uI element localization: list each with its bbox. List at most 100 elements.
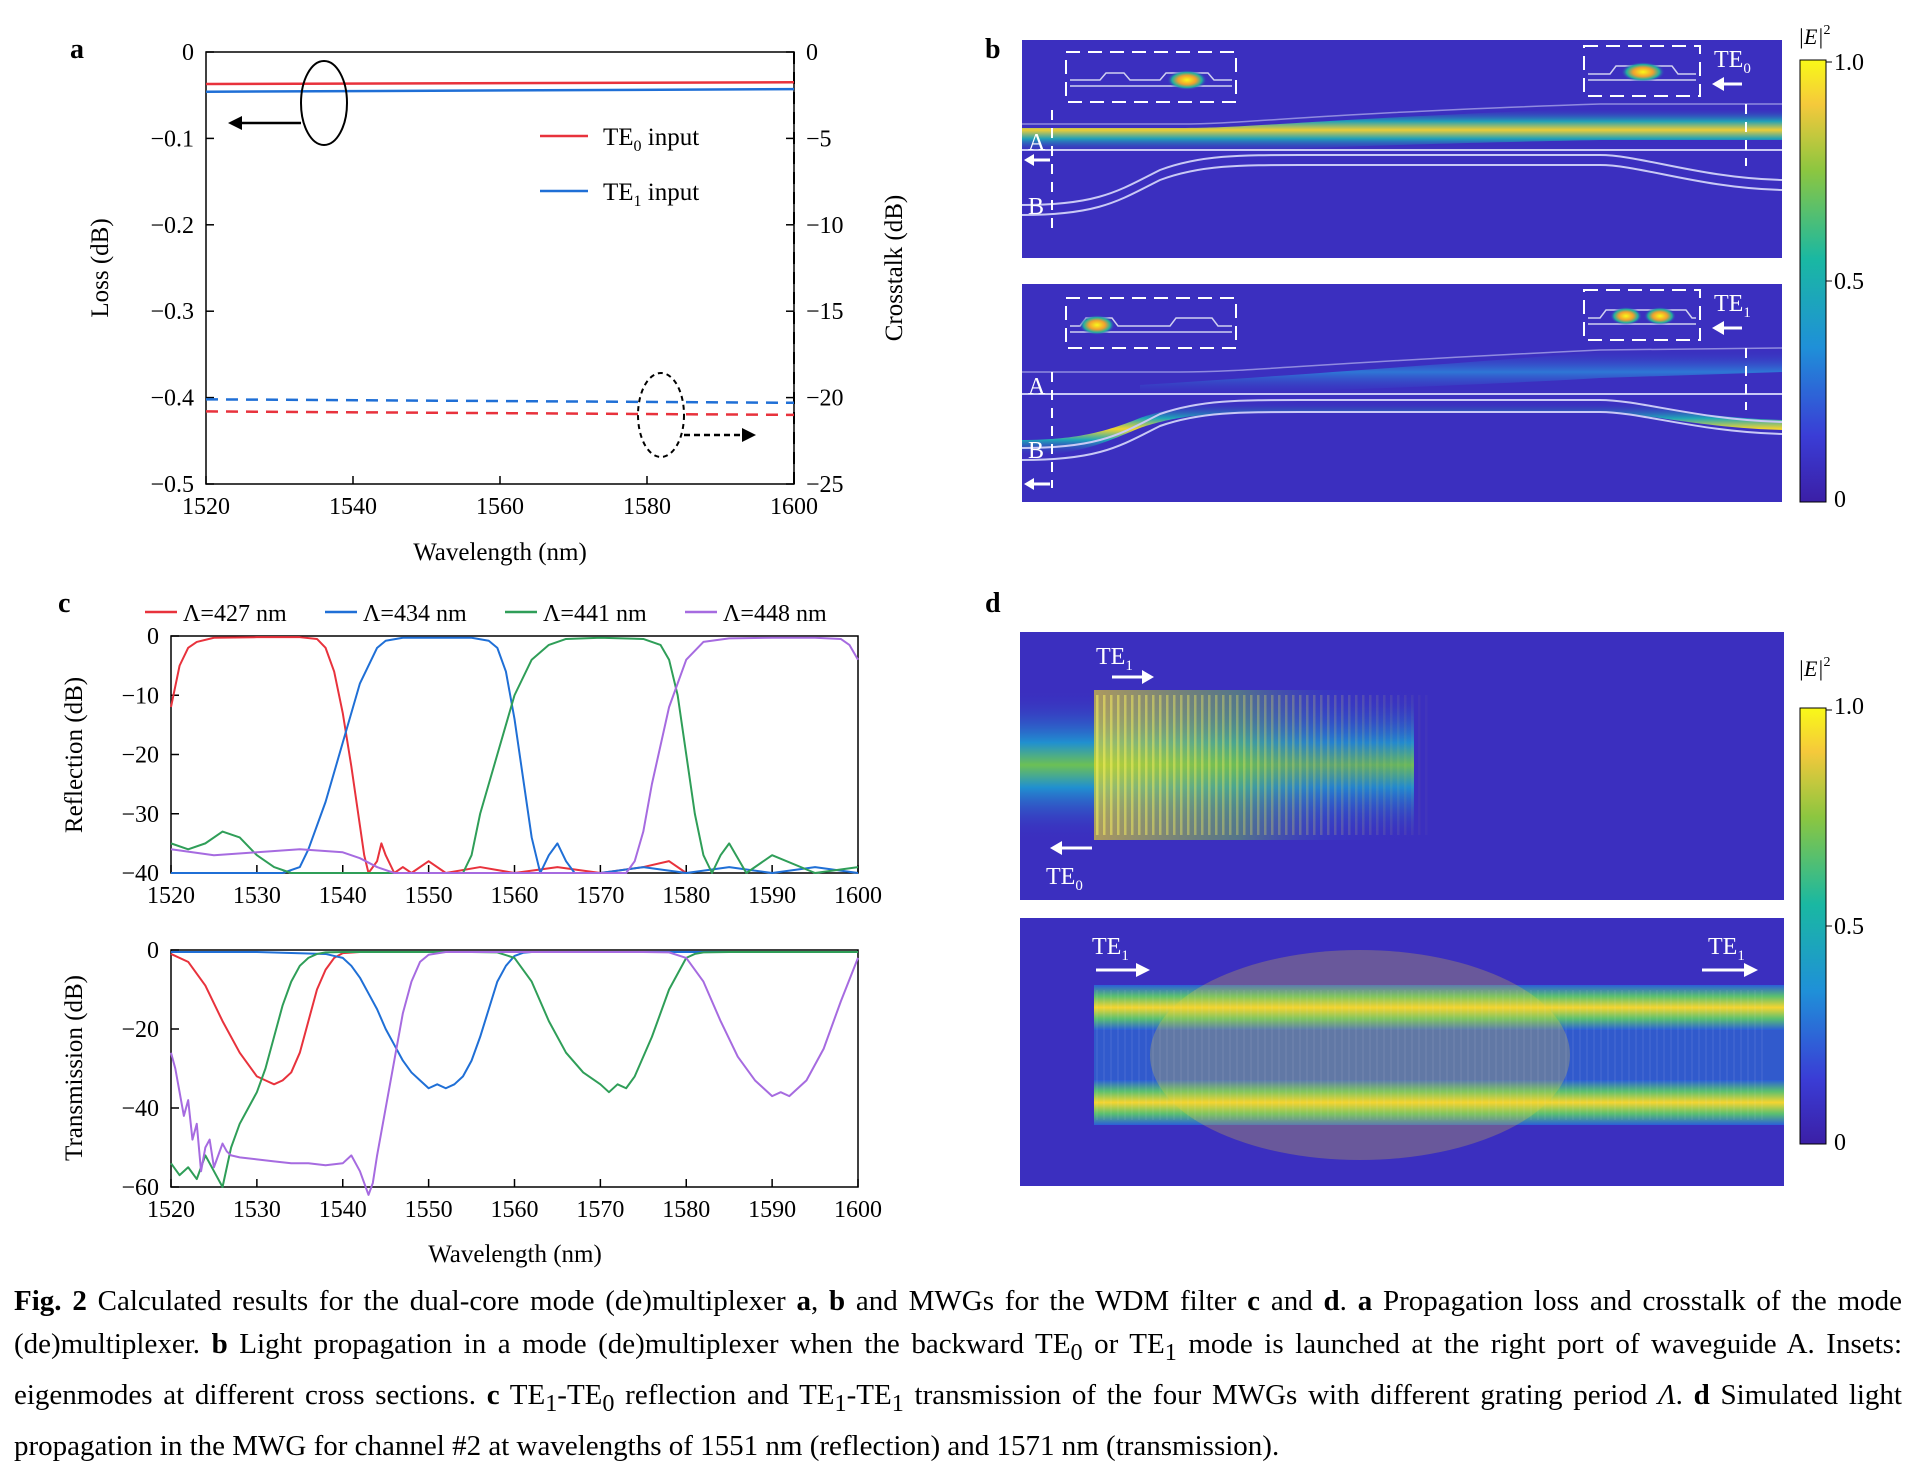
c-bottom-x-tick-label: 1560 <box>491 1197 539 1223</box>
c-bottom-x-tick-label: 1580 <box>662 1197 710 1223</box>
caption-lambda: Λ <box>1658 1379 1676 1411</box>
c-top-x-tick-label: 1580 <box>662 883 710 909</box>
panel-c-top-y-label: Reflection (dB) <box>61 677 88 833</box>
caption-text: and MWGs for the WDM filter <box>845 1285 1247 1317</box>
y-right-tick-label: −10 <box>806 213 844 239</box>
reflection-line-0 <box>171 637 686 873</box>
x-tick-label: 1520 <box>182 494 230 520</box>
panel-a-right-arrowhead <box>742 428 756 442</box>
panel-b-top-label-a: A <box>1028 130 1046 156</box>
c-bottom-y-tick-label: −40 <box>121 1096 159 1122</box>
legend-label-1: Λ=434 nm <box>363 601 467 627</box>
reflection-line-3 <box>171 638 858 873</box>
figure-caption: Fig. 2 Calculated results for the dual-c… <box>14 1280 1902 1468</box>
panel-b: b A <box>985 23 1864 513</box>
panel-d-colorbar-tick-max: 1.0 <box>1834 694 1864 720</box>
panel-letter-b: b <box>985 34 1001 65</box>
panel-c-x-label: Wavelength (nm) <box>428 1241 602 1268</box>
c-bottom-x-tick-label: 1530 <box>233 1197 281 1223</box>
panel-c-bottom-series <box>171 952 858 1195</box>
caption-ref-c: c <box>1247 1285 1260 1317</box>
panel-a-series <box>206 82 794 415</box>
caption-subscript: 1 <box>835 1390 847 1417</box>
legend-label-2: Λ=441 nm <box>543 601 647 627</box>
panel-d-colorbar: |E|2 1.0 0.5 0 <box>1798 655 1864 1156</box>
transmission-line-1 <box>171 952 858 1088</box>
transmission-line-3 <box>171 952 858 1195</box>
reflection-line-2 <box>171 638 858 873</box>
legend-label-te1: TE1 input <box>603 179 699 210</box>
c-bottom-x-tick-label: 1550 <box>405 1197 453 1223</box>
panel-a-y-right-label: Crosstalk (dB) <box>881 195 908 342</box>
legend-label-te0: TE0 input <box>603 124 699 155</box>
transmission-line-0 <box>171 952 858 1084</box>
caption-text: reflection and TE <box>614 1379 834 1411</box>
panel-a-left-ticks: 0−0.1−0.2−0.3−0.4−0.5 <box>150 40 214 498</box>
series-line-0 <box>206 82 794 84</box>
panel-a-y-left-label: Loss (dB) <box>87 218 114 317</box>
panel-letter-c: c <box>58 588 70 619</box>
series-line-1 <box>206 89 794 92</box>
panel-b-top-field-map: A B TE0 <box>1022 40 1782 258</box>
c-top-x-tick-label: 1590 <box>748 883 796 909</box>
x-tick-label: 1580 <box>623 494 671 520</box>
c-top-x-tick-label: 1560 <box>491 883 539 909</box>
c-bottom-x-tick-label: 1590 <box>748 1197 796 1223</box>
caption-subscript: 1 <box>892 1390 904 1417</box>
legend-label-3: Λ=448 nm <box>723 601 827 627</box>
series-line-2 <box>206 399 794 402</box>
c-top-y-tick-label: −30 <box>121 802 159 828</box>
caption-subscript: 1 <box>1165 1339 1177 1366</box>
panel-b-colorbar-tick-mid: 0.5 <box>1834 269 1864 295</box>
caption-text: Light propagation in a mode (de)multiple… <box>228 1328 1071 1360</box>
c-bottom-x-tick-label: 1520 <box>147 1197 195 1223</box>
y-right-tick-label: −5 <box>806 126 832 152</box>
c-top-y-tick-label: −10 <box>121 683 159 709</box>
legend-label-0: Λ=427 nm <box>183 601 287 627</box>
y-left-tick-label: −0.4 <box>150 386 194 412</box>
caption-text: TE <box>500 1379 546 1411</box>
x-tick-label: 1540 <box>329 494 377 520</box>
caption-text: or TE <box>1083 1328 1165 1360</box>
panel-c-bottom-y-label: Transmission (dB) <box>61 975 88 1161</box>
caption-text: and <box>1260 1285 1323 1317</box>
caption-text: transmission of the four MWGs with diffe… <box>904 1379 1658 1411</box>
panel-d-colorbar-tick-min: 0 <box>1834 1130 1846 1156</box>
caption-ref-b: b <box>829 1285 845 1317</box>
panel-a-legend: TE0 input TE1 input <box>540 124 699 210</box>
caption-ref-b: b <box>212 1328 228 1360</box>
panel-b-bottom-label-b: B <box>1028 438 1044 464</box>
c-bottom-y-tick-label: −20 <box>121 1017 159 1043</box>
c-top-x-tick-label: 1540 <box>319 883 367 909</box>
c-top-x-tick-label: 1550 <box>405 883 453 909</box>
caption-subscript: 0 <box>602 1390 614 1417</box>
panel-d-colorbar-label: |E|2 <box>1798 655 1831 681</box>
y-left-tick-label: −0.1 <box>150 126 194 152</box>
caption-text: -TE <box>847 1379 892 1411</box>
c-top-y-tick-label: −20 <box>121 743 159 769</box>
panel-b-colorbar-label: |E|2 <box>1798 23 1831 49</box>
x-tick-label: 1600 <box>770 494 818 520</box>
caption-fig-label: Fig. 2 <box>14 1285 87 1317</box>
panel-d-top-field-map: TE1 TE0 <box>1020 632 1784 900</box>
caption-subscript: 1 <box>545 1390 557 1417</box>
panel-a-x-label: Wavelength (nm) <box>413 539 587 566</box>
panel-b-bottom-label-a: A <box>1028 374 1046 400</box>
panel-d: d TE1 TE0 TE1 TE1 <box>985 588 1864 1186</box>
panel-b-colorbar: |E|2 1.0 0.5 0 <box>1798 23 1864 513</box>
panel-c: c Λ=427 nm Λ=434 nm Λ=441 nm Λ=448 nm 0 −10 −… <box>58 588 882 1268</box>
c-bottom-x-tick-label: 1600 <box>834 1197 882 1223</box>
panel-letter-d: d <box>985 588 1001 619</box>
c-bottom-x-tick-label: 1540 <box>319 1197 367 1223</box>
panel-b-bottom-field-map: A B TE1 <box>1022 284 1782 502</box>
caption-ref-c: c <box>487 1379 500 1411</box>
panel-a-left-arrowhead <box>228 116 242 130</box>
panel-b-top-label-b: B <box>1028 194 1044 220</box>
c-top-x-tick-label: 1530 <box>233 883 281 909</box>
panel-b-colorbar-tick-max: 1.0 <box>1834 50 1864 76</box>
series-line-3 <box>206 411 794 414</box>
caption-text: Calculated results for the dual-core mod… <box>87 1285 797 1317</box>
y-right-tick-label: 0 <box>806 40 818 66</box>
